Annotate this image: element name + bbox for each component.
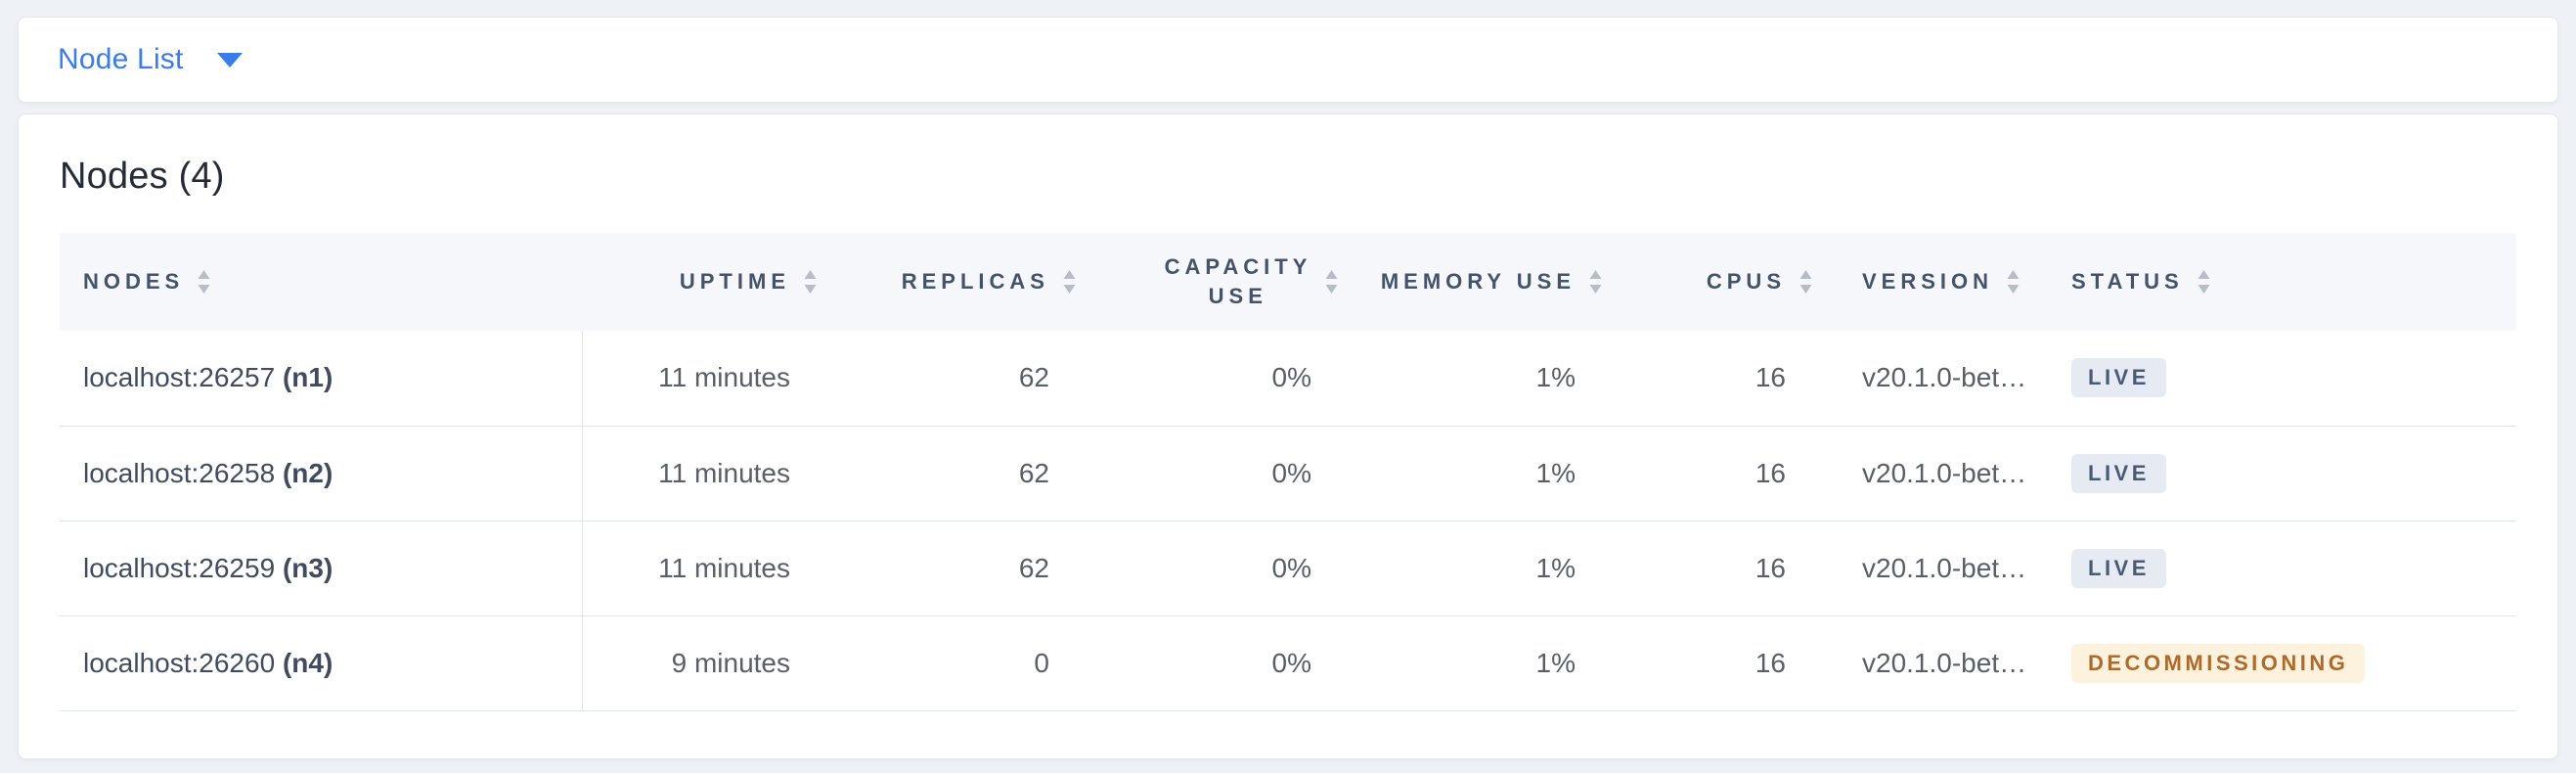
status-cell: LIVE: [2048, 426, 2516, 522]
sort-icon: [1324, 269, 1339, 295]
sort-icon: [803, 269, 818, 295]
view-selector-dropdown[interactable]: Node List: [58, 43, 243, 76]
column-header-uptime[interactable]: UPTIME: [582, 233, 818, 331]
sort-icon: [2006, 269, 2021, 295]
node-id: (n4): [282, 647, 333, 678]
memory-use-cell: 1%: [1339, 426, 1603, 522]
column-label: VERSION: [1862, 269, 1994, 295]
view-selector-label: Node List: [58, 43, 184, 75]
uptime-cell: 11 minutes: [582, 331, 818, 427]
uptime-cell: 11 minutes: [582, 426, 818, 522]
cpus-cell: 16: [1603, 521, 1813, 616]
column-header-version[interactable]: VERSION: [1813, 233, 2048, 331]
view-selector-card: Node List: [18, 17, 2558, 103]
column-label: NODES: [83, 269, 185, 295]
status-cell: LIVE: [2048, 331, 2516, 427]
status-badge: LIVE: [2071, 358, 2166, 398]
status-cell: DECOMMISSIONING: [2048, 615, 2516, 711]
capacity-use-cell: 0%: [1077, 521, 1339, 616]
table-row[interactable]: localhost:26259 (n3) 11 minutes 62 0% 1%…: [60, 521, 2516, 616]
node-address-cell: localhost:26258 (n2): [60, 426, 583, 522]
column-label: CAPACITY USE: [1164, 254, 1312, 308]
cpus-cell: 16: [1603, 331, 1813, 427]
memory-use-cell: 1%: [1339, 331, 1603, 427]
column-label: UPTIME: [679, 269, 790, 295]
table-row[interactable]: localhost:26258 (n2) 11 minutes 62 0% 1%…: [60, 426, 2516, 522]
version-cell: v20.1.0-bet…: [1813, 521, 2048, 616]
column-header-memory-use[interactable]: MEMORY USE: [1339, 233, 1603, 331]
column-label: STATUS: [2071, 269, 2184, 295]
column-header-nodes[interactable]: NODES: [60, 233, 582, 331]
column-header-replicas[interactable]: REPLICAS: [818, 233, 1077, 331]
page-title: Nodes (4): [60, 156, 225, 197]
nodes-table-body: localhost:26257 (n1) 11 minutes 62 0% 1%…: [60, 331, 2516, 711]
node-address-cell: localhost:26259 (n3): [60, 521, 583, 616]
replicas-cell: 62: [818, 331, 1077, 427]
memory-use-cell: 1%: [1339, 615, 1603, 711]
sort-icon: [1588, 269, 1603, 295]
column-header-status[interactable]: STATUS: [2048, 233, 2516, 331]
nodes-table-header: NODES UPTIME REPLICAS: [60, 233, 2516, 331]
column-label: REPLICAS: [901, 269, 1049, 295]
version-cell: v20.1.0-bet…: [1813, 615, 2048, 711]
replicas-cell: 62: [818, 426, 1077, 522]
uptime-cell: 11 minutes: [582, 521, 818, 616]
sort-icon: [197, 269, 211, 295]
status-badge: LIVE: [2071, 453, 2166, 493]
cpus-cell: 16: [1603, 615, 1813, 711]
table-row[interactable]: localhost:26257 (n1) 11 minutes 62 0% 1%…: [60, 331, 2516, 427]
caret-down-icon: [216, 52, 243, 68]
capacity-use-cell: 0%: [1077, 426, 1339, 522]
nodes-card: Nodes (4) NODES UPTIME: [18, 114, 2558, 759]
status-badge: LIVE: [2071, 548, 2166, 588]
capacity-use-cell: 0%: [1077, 615, 1339, 711]
node-id: (n3): [282, 552, 333, 583]
memory-use-cell: 1%: [1339, 521, 1603, 616]
capacity-use-cell: 0%: [1077, 331, 1339, 427]
column-label: MEMORY USE: [1380, 269, 1576, 295]
column-header-capacity-use[interactable]: CAPACITY USE: [1077, 233, 1339, 331]
sort-icon: [2197, 269, 2211, 295]
node-address-cell: localhost:26260 (n4): [60, 615, 583, 711]
sort-icon: [1062, 269, 1077, 295]
column-header-cpus[interactable]: CPUS: [1603, 233, 1813, 331]
replicas-cell: 0: [818, 615, 1077, 711]
column-label: CPUS: [1706, 269, 1786, 295]
table-row[interactable]: localhost:26260 (n4) 9 minutes 0 0% 1% 1…: [60, 615, 2516, 711]
node-id: (n2): [282, 457, 333, 488]
uptime-cell: 9 minutes: [582, 615, 818, 711]
version-cell: v20.1.0-bet…: [1813, 426, 2048, 522]
replicas-cell: 62: [818, 521, 1077, 616]
node-id: (n1): [282, 362, 333, 393]
nodes-table: NODES UPTIME REPLICAS: [60, 233, 2516, 711]
sort-icon: [1799, 269, 1813, 295]
status-cell: LIVE: [2048, 521, 2516, 616]
node-address-cell: localhost:26257 (n1): [60, 331, 583, 427]
status-badge: DECOMMISSIONING: [2071, 643, 2366, 683]
cpus-cell: 16: [1603, 426, 1813, 522]
version-cell: v20.1.0-bet…: [1813, 331, 2048, 427]
